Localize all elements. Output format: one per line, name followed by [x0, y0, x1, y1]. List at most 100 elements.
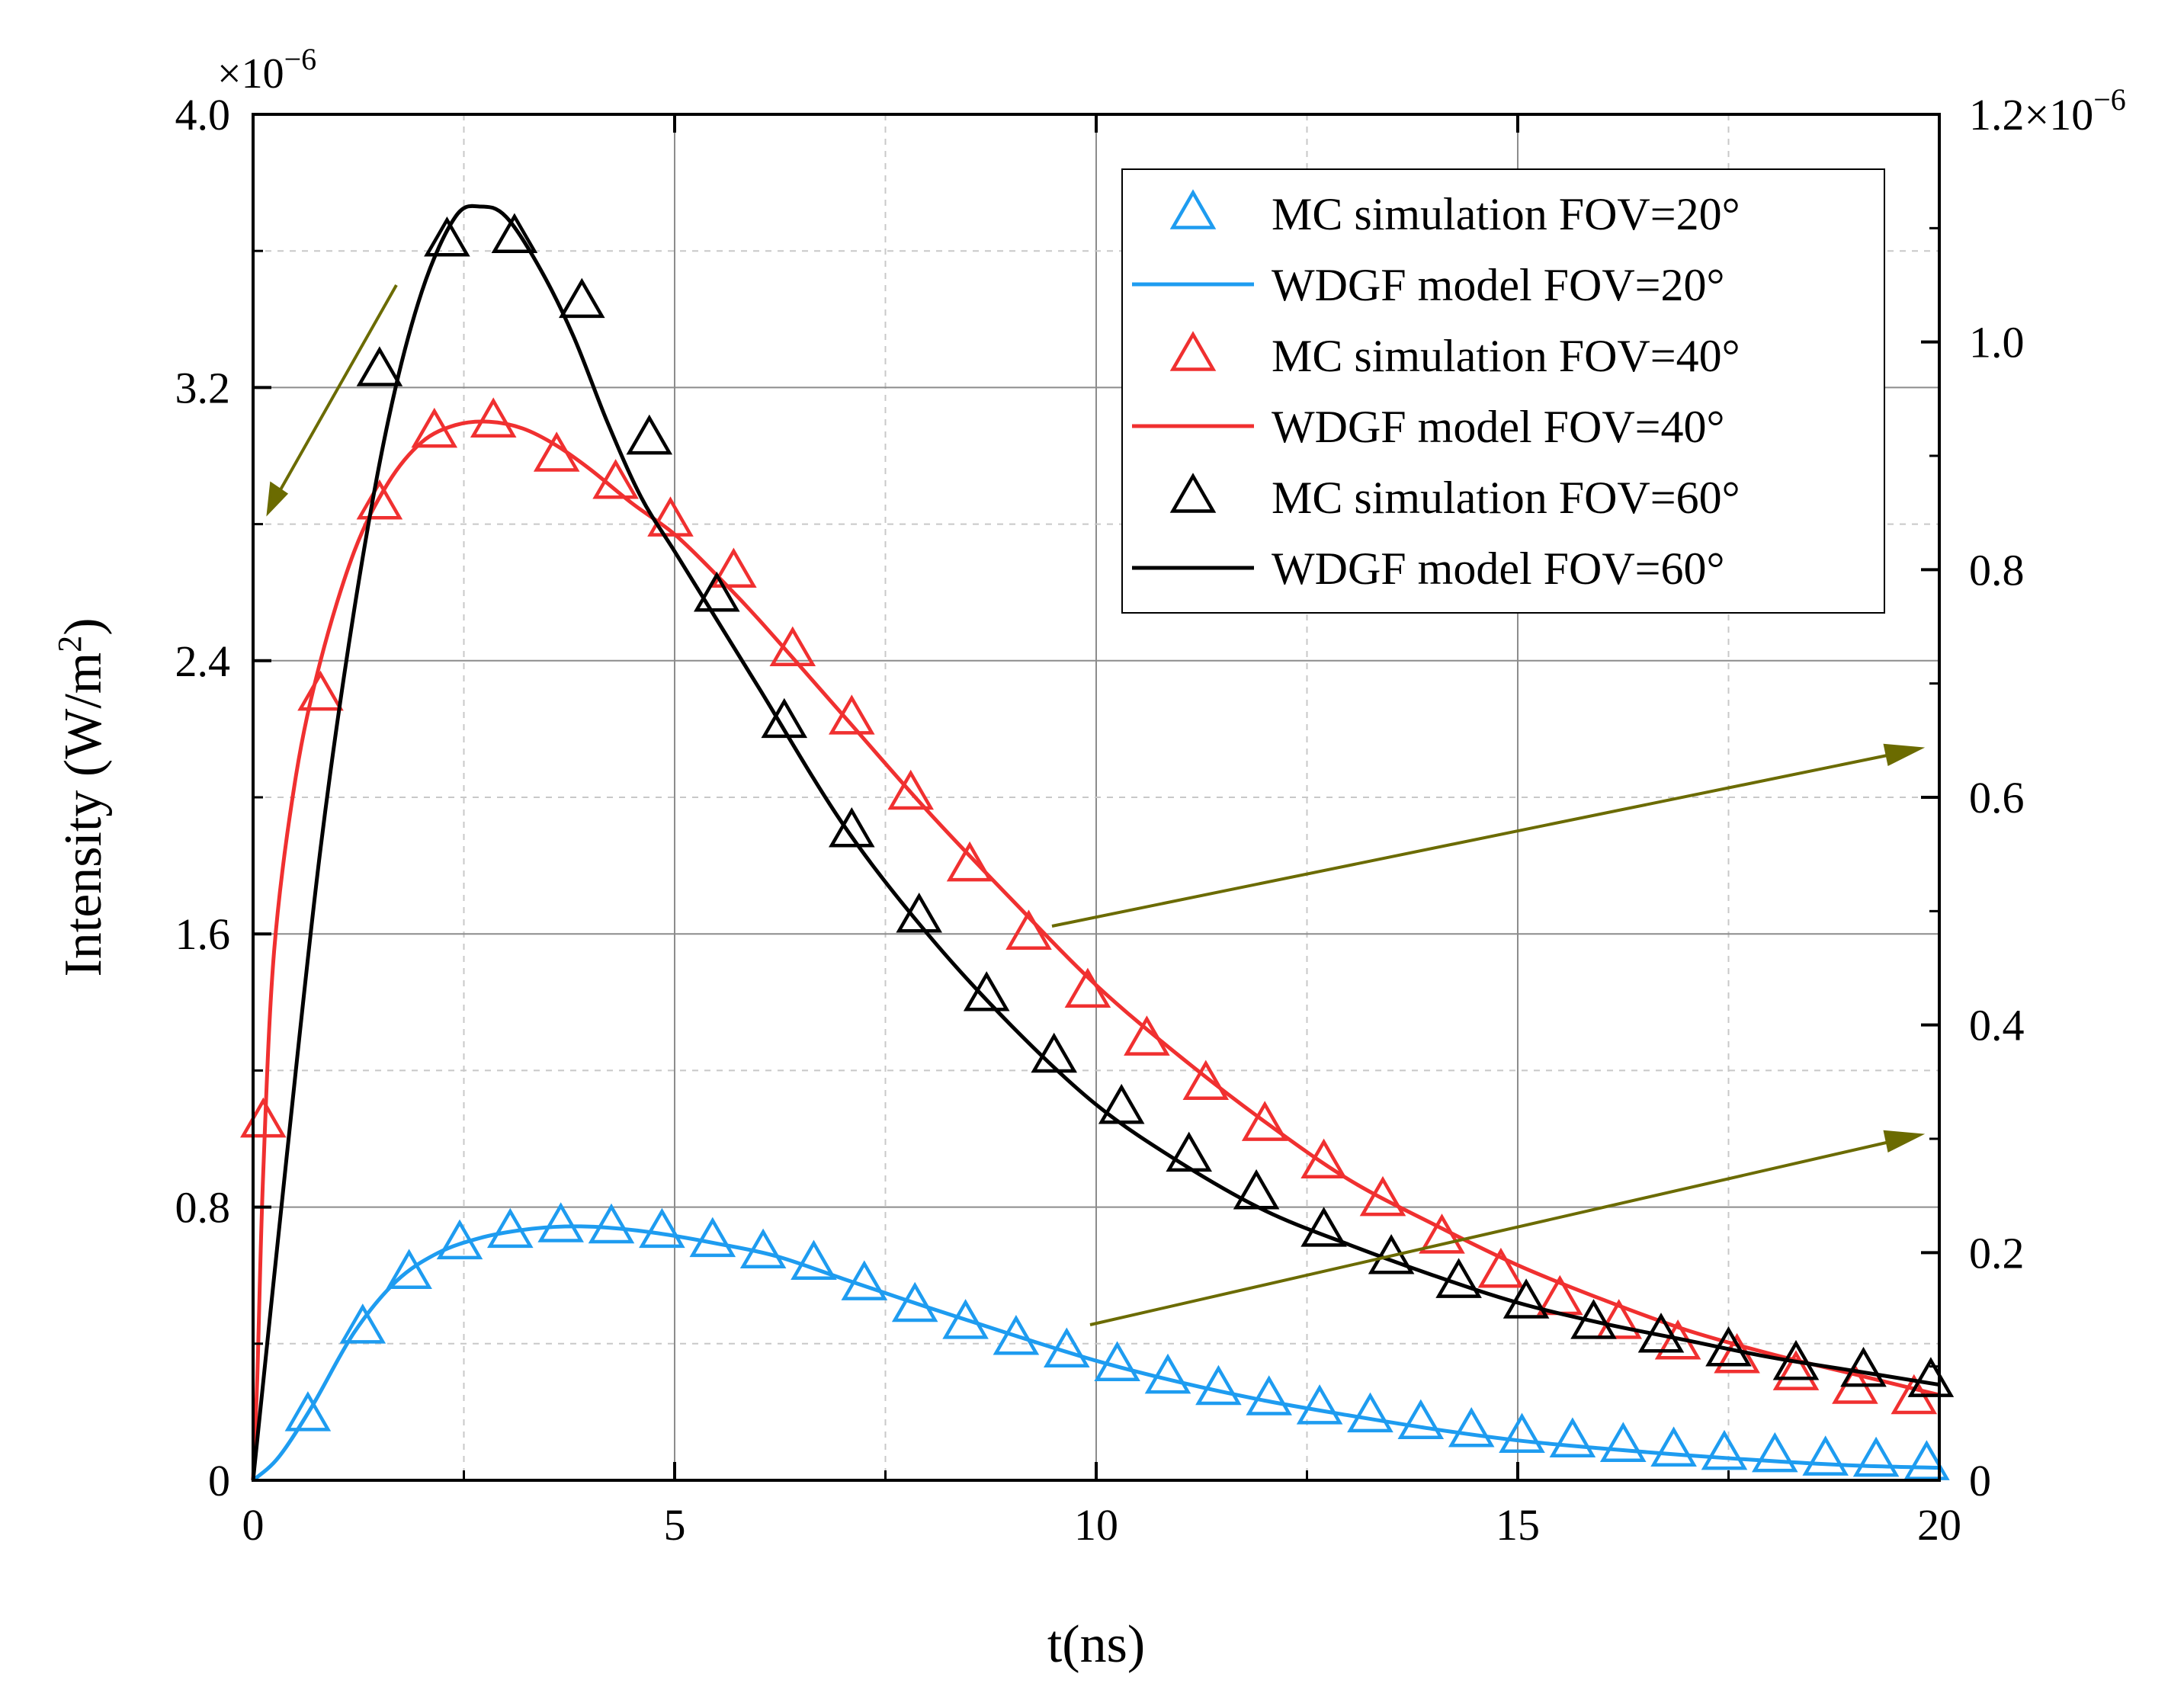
data-point-marker [470, 397, 517, 438]
y2-tick-label: 0.2 [1969, 1228, 2025, 1278]
data-point-marker [1195, 1364, 1242, 1406]
data-point-marker [993, 1314, 1040, 1355]
y-tick-label: 1.6 [175, 909, 231, 959]
annotation-arrows [266, 284, 1926, 1326]
data-point-marker [626, 414, 673, 455]
x-tick-label: 10 [1074, 1500, 1118, 1550]
y-tick-label: 2.4 [175, 636, 231, 686]
data-point-marker [1359, 1175, 1406, 1217]
y-axis-title-superscript: 2 [51, 636, 88, 652]
data-point-marker [1637, 1313, 1685, 1353]
data-point-marker [411, 407, 458, 448]
series-layer [240, 204, 1955, 1482]
y2-tick-label: 0 [1969, 1456, 1991, 1505]
data-point-marker [1772, 1339, 1820, 1380]
data-point-marker [896, 892, 942, 933]
data-point-marker [1031, 1032, 1077, 1073]
legend-item: WDGF model FOV=20° [1132, 260, 1725, 310]
arrow-fov40-to-right-axis [1051, 749, 1910, 928]
arrow-to-left-axis [271, 284, 398, 504]
legend-label: MC simulation FOV=40° [1272, 331, 1740, 381]
data-point-marker [356, 479, 403, 520]
data-point-marker [487, 1207, 534, 1249]
data-point-marker [841, 1260, 888, 1300]
x-axis-title: t(ns) [1047, 1615, 1145, 1674]
data-point-marker [689, 1217, 736, 1258]
data-point-marker [1144, 1353, 1191, 1394]
y-tick-label: 0.8 [175, 1183, 231, 1233]
arrowhead-fov20-right-axis [1883, 1130, 1926, 1153]
legend-item: MC simulation FOV=20° [1169, 189, 1740, 239]
y-tick-label: 4.0 [175, 90, 231, 139]
legend-label: MC simulation FOV=60° [1272, 473, 1740, 523]
legend-marker-swatch [1169, 189, 1217, 229]
legend: MC simulation FOV=20° WDGF model FOV=20° M… [1121, 168, 1885, 614]
data-point-marker [1549, 1417, 1596, 1457]
data-point-marker [1903, 1440, 1950, 1480]
y2-tick-label: 0.6 [1969, 773, 2025, 822]
data-point-marker [533, 431, 580, 472]
data-point-marker [1166, 1131, 1212, 1172]
data-point-marker [769, 626, 816, 667]
data-point-marker [1300, 1207, 1347, 1247]
data-point-marker [829, 694, 875, 735]
y2-tick-label: 0.8 [1969, 545, 2025, 595]
left-axis-multiplier: ×10−6 [217, 42, 316, 98]
data-point-marker [1241, 1101, 1288, 1141]
data-point-marker [1752, 1432, 1798, 1473]
data-point-marker [694, 571, 740, 612]
data-point-marker [710, 547, 757, 588]
arrowhead-left-axis [266, 481, 289, 517]
data-point-marker [592, 459, 639, 499]
series-mc-simulation-fov-40 [240, 397, 1938, 1415]
data-point-marker [1347, 1392, 1393, 1433]
series-mc-simulation-fov-60 [356, 213, 1955, 1397]
data-point-marker [1064, 967, 1111, 1008]
data-point-marker [1435, 1258, 1482, 1298]
data-point-marker [1772, 1350, 1820, 1390]
data-point-marker [1300, 1138, 1347, 1179]
y-axis-title: Intensity (W/m2) [51, 617, 113, 976]
data-point-marker [1044, 1327, 1090, 1367]
data-point-marker [1124, 1015, 1170, 1056]
data-point-marker [1802, 1435, 1849, 1476]
x-tick-label: 0 [242, 1500, 265, 1550]
data-point-marker [588, 1203, 635, 1244]
legend-box [1121, 168, 1885, 614]
data-point-marker [946, 841, 993, 882]
arrowhead-fov40-right-axis [1883, 743, 1926, 766]
y-tick-label: 3.2 [175, 363, 231, 412]
data-point-marker [1503, 1278, 1550, 1319]
y-tick-label: 0 [208, 1456, 230, 1505]
data-point-marker [1570, 1299, 1617, 1339]
data-point-marker [1098, 1083, 1145, 1124]
y2-tick-label: 0.4 [1969, 1001, 2025, 1050]
data-point-marker [1397, 1399, 1445, 1440]
data-point-marker [284, 1391, 332, 1432]
data-point-marker [1599, 1422, 1647, 1462]
data-point-marker [1005, 909, 1052, 950]
data-point-marker [1852, 1436, 1900, 1477]
arrow-fov20-to-right-axis [1089, 1136, 1910, 1326]
series-wdgf-model-fov-60 [251, 204, 1940, 1481]
data-point-marker [1650, 1426, 1697, 1467]
data-point-marker [829, 806, 875, 848]
data-point-marker [1596, 1299, 1642, 1339]
x-tick-label: 20 [1917, 1500, 1961, 1550]
data-point-marker [739, 1228, 787, 1269]
data-point-marker [963, 971, 1010, 1012]
legend-items: MC simulation FOV=20° WDGF model FOV=20° M… [1132, 189, 1740, 594]
data-point-marker [1094, 1341, 1140, 1381]
legend-item: WDGF model FOV=60° [1132, 543, 1725, 594]
legend-label: MC simulation FOV=20° [1272, 189, 1740, 239]
series-mc-simulation-fov-20 [284, 1202, 1950, 1480]
data-point-marker [1233, 1169, 1280, 1210]
x-tick-label: 5 [664, 1500, 686, 1550]
data-point-marker [436, 1219, 483, 1260]
data-point-marker [1840, 1346, 1887, 1387]
data-point-marker [1419, 1213, 1465, 1254]
data-point-marker [1701, 1429, 1748, 1470]
data-point-marker [639, 1207, 685, 1249]
legend-label: WDGF model FOV=20° [1272, 260, 1725, 310]
